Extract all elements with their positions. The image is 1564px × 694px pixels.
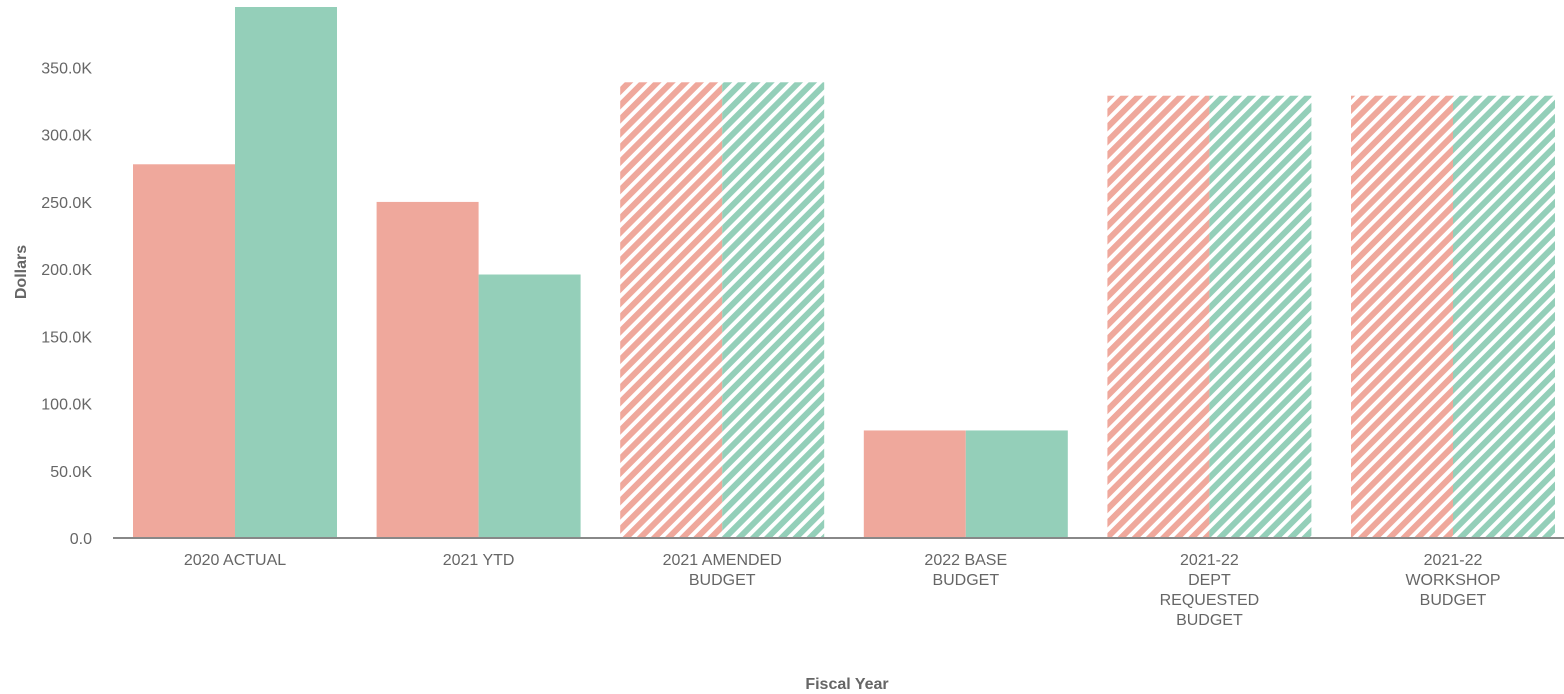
y-tick-label: 350.0K (41, 60, 92, 77)
bar (1209, 95, 1312, 538)
bars-group (133, 7, 1555, 539)
y-tick-label: 300.0K (41, 128, 92, 145)
x-tick-label: 2021-22 WORKSHOP BUDGET (1405, 552, 1500, 609)
x-tick-label: 2020 ACTUAL (184, 552, 286, 569)
bar (1107, 95, 1210, 538)
bar (965, 430, 1068, 538)
x-tick-label: 2021 AMENDED BUDGET (663, 552, 782, 589)
y-tick-label: 200.0K (41, 262, 92, 279)
bar (478, 274, 581, 538)
y-tick-label: 100.0K (41, 397, 92, 414)
x-tick-label: 2022 BASE BUDGET (924, 552, 1007, 589)
y-axis: 0.0 50.0K 100.0K 150.0K 200.0K 250.0K 300.0K 35… (41, 60, 92, 548)
bar (620, 82, 723, 539)
bar (1351, 95, 1453, 538)
y-axis-title: Dollars (13, 245, 30, 299)
y-tick-label: 0.0 (70, 531, 92, 548)
x-tick-label: 2021-22 DEPT REQUESTED BUDGET (1160, 552, 1260, 629)
y-tick-label: 250.0K (41, 195, 92, 212)
bar (235, 7, 337, 538)
y-tick-label: 150.0K (41, 329, 92, 346)
x-axis-title: Fiscal Year (805, 676, 888, 693)
bar (376, 201, 479, 538)
bar (722, 82, 825, 539)
x-axis: 2020 ACTUAL 2021 YTD 2021 AMENDED BUDGET 202… (113, 537, 1564, 629)
bar (863, 430, 966, 538)
y-tick-label: 50.0K (50, 464, 92, 481)
bar (133, 164, 235, 538)
bar (1453, 95, 1555, 538)
x-tick-label: 2021 YTD (443, 552, 515, 569)
